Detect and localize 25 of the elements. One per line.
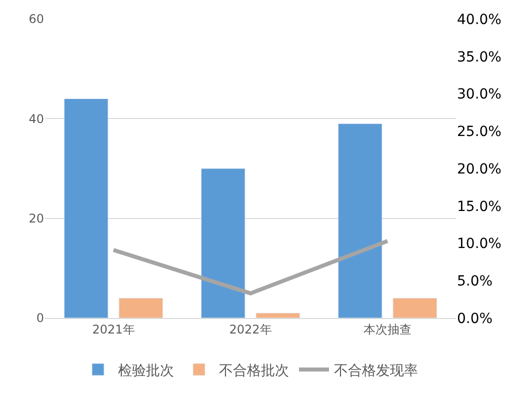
y-tick-label: 0: [36, 311, 44, 326]
y2-tick-label: 15.0%: [457, 198, 502, 215]
y-tick-label: 40: [28, 112, 44, 126]
y2-tick-label: 30.0%: [457, 86, 502, 103]
bar: [118, 298, 164, 318]
x-tick-label: 2021年: [92, 322, 135, 336]
bar: [338, 123, 382, 318]
y2-tick-label: 5.0%: [457, 274, 493, 290]
y-tick-label: 20: [28, 212, 44, 226]
y2-tick-label: 20.0%: [457, 161, 502, 178]
legend-label: 不合格批次: [219, 362, 289, 379]
y2-tick-label: 35.0%: [457, 49, 502, 66]
y2-tick-label: 40.0%: [457, 12, 502, 28]
legend-label: 不合格发现率: [334, 362, 418, 379]
x-tick-label: 2022年: [229, 322, 272, 336]
y2-tick-label: 25.0%: [457, 124, 502, 140]
bar: [200, 168, 246, 318]
bar: [392, 298, 438, 318]
legend-label: 检验批次: [118, 362, 174, 379]
bar: [64, 98, 108, 318]
y2-tick-label: 0.0%: [457, 310, 493, 327]
x-tick-label: 本次抽查: [364, 322, 412, 336]
bar: [256, 312, 300, 318]
y-tick-label: 60: [28, 12, 44, 26]
y2-tick-label: 10.0%: [457, 236, 502, 252]
